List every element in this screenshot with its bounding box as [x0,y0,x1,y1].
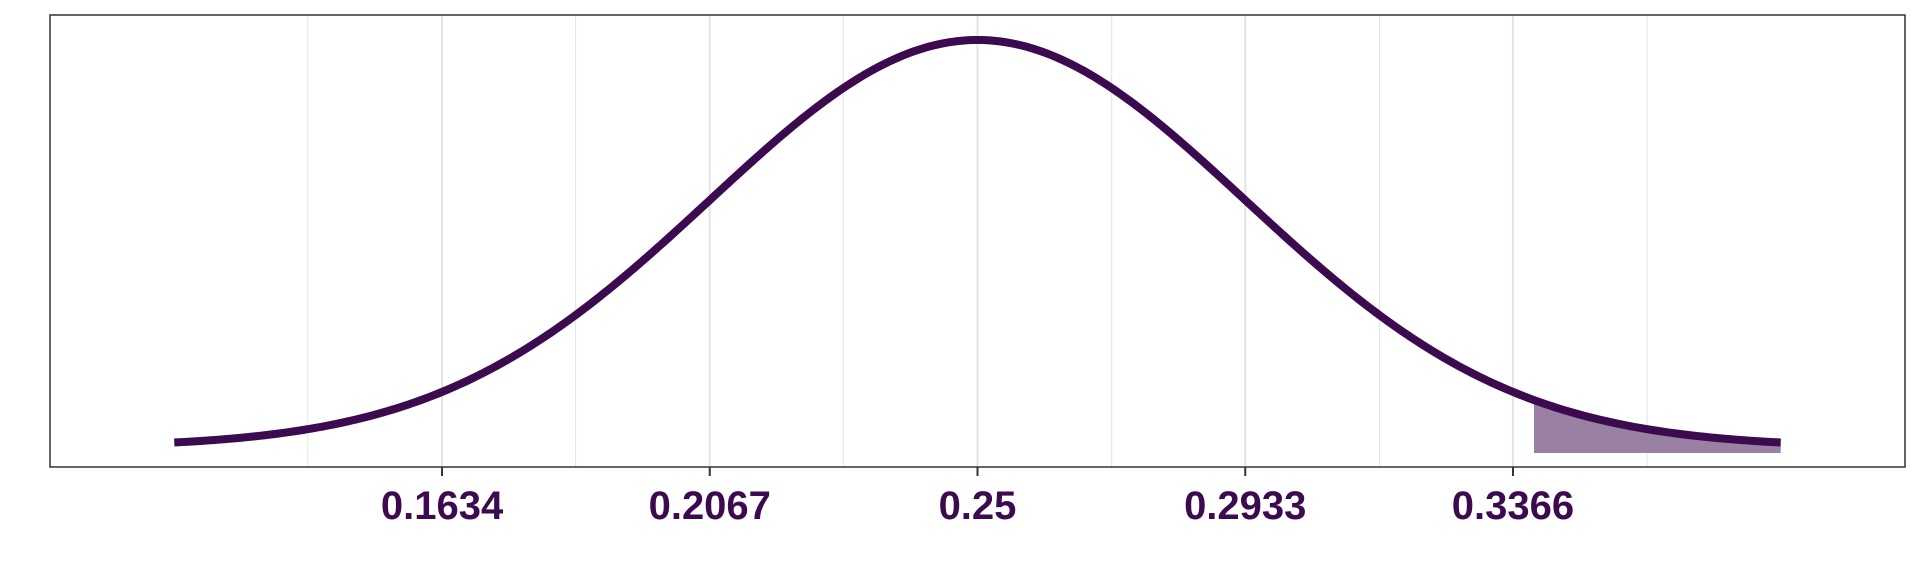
x-axis-ticks: 0.1634 0.2067 0.25 0.2933 0.3366 [381,467,1574,528]
x-tick-label: 0.3366 [1452,484,1574,528]
density-curve [174,36,1781,447]
x-tick-label: 0.1634 [381,484,504,528]
x-tick-label: 0.25 [939,484,1017,528]
x-tick-label: 0.2067 [649,484,771,528]
x-tick-label: 0.2933 [1184,484,1306,528]
